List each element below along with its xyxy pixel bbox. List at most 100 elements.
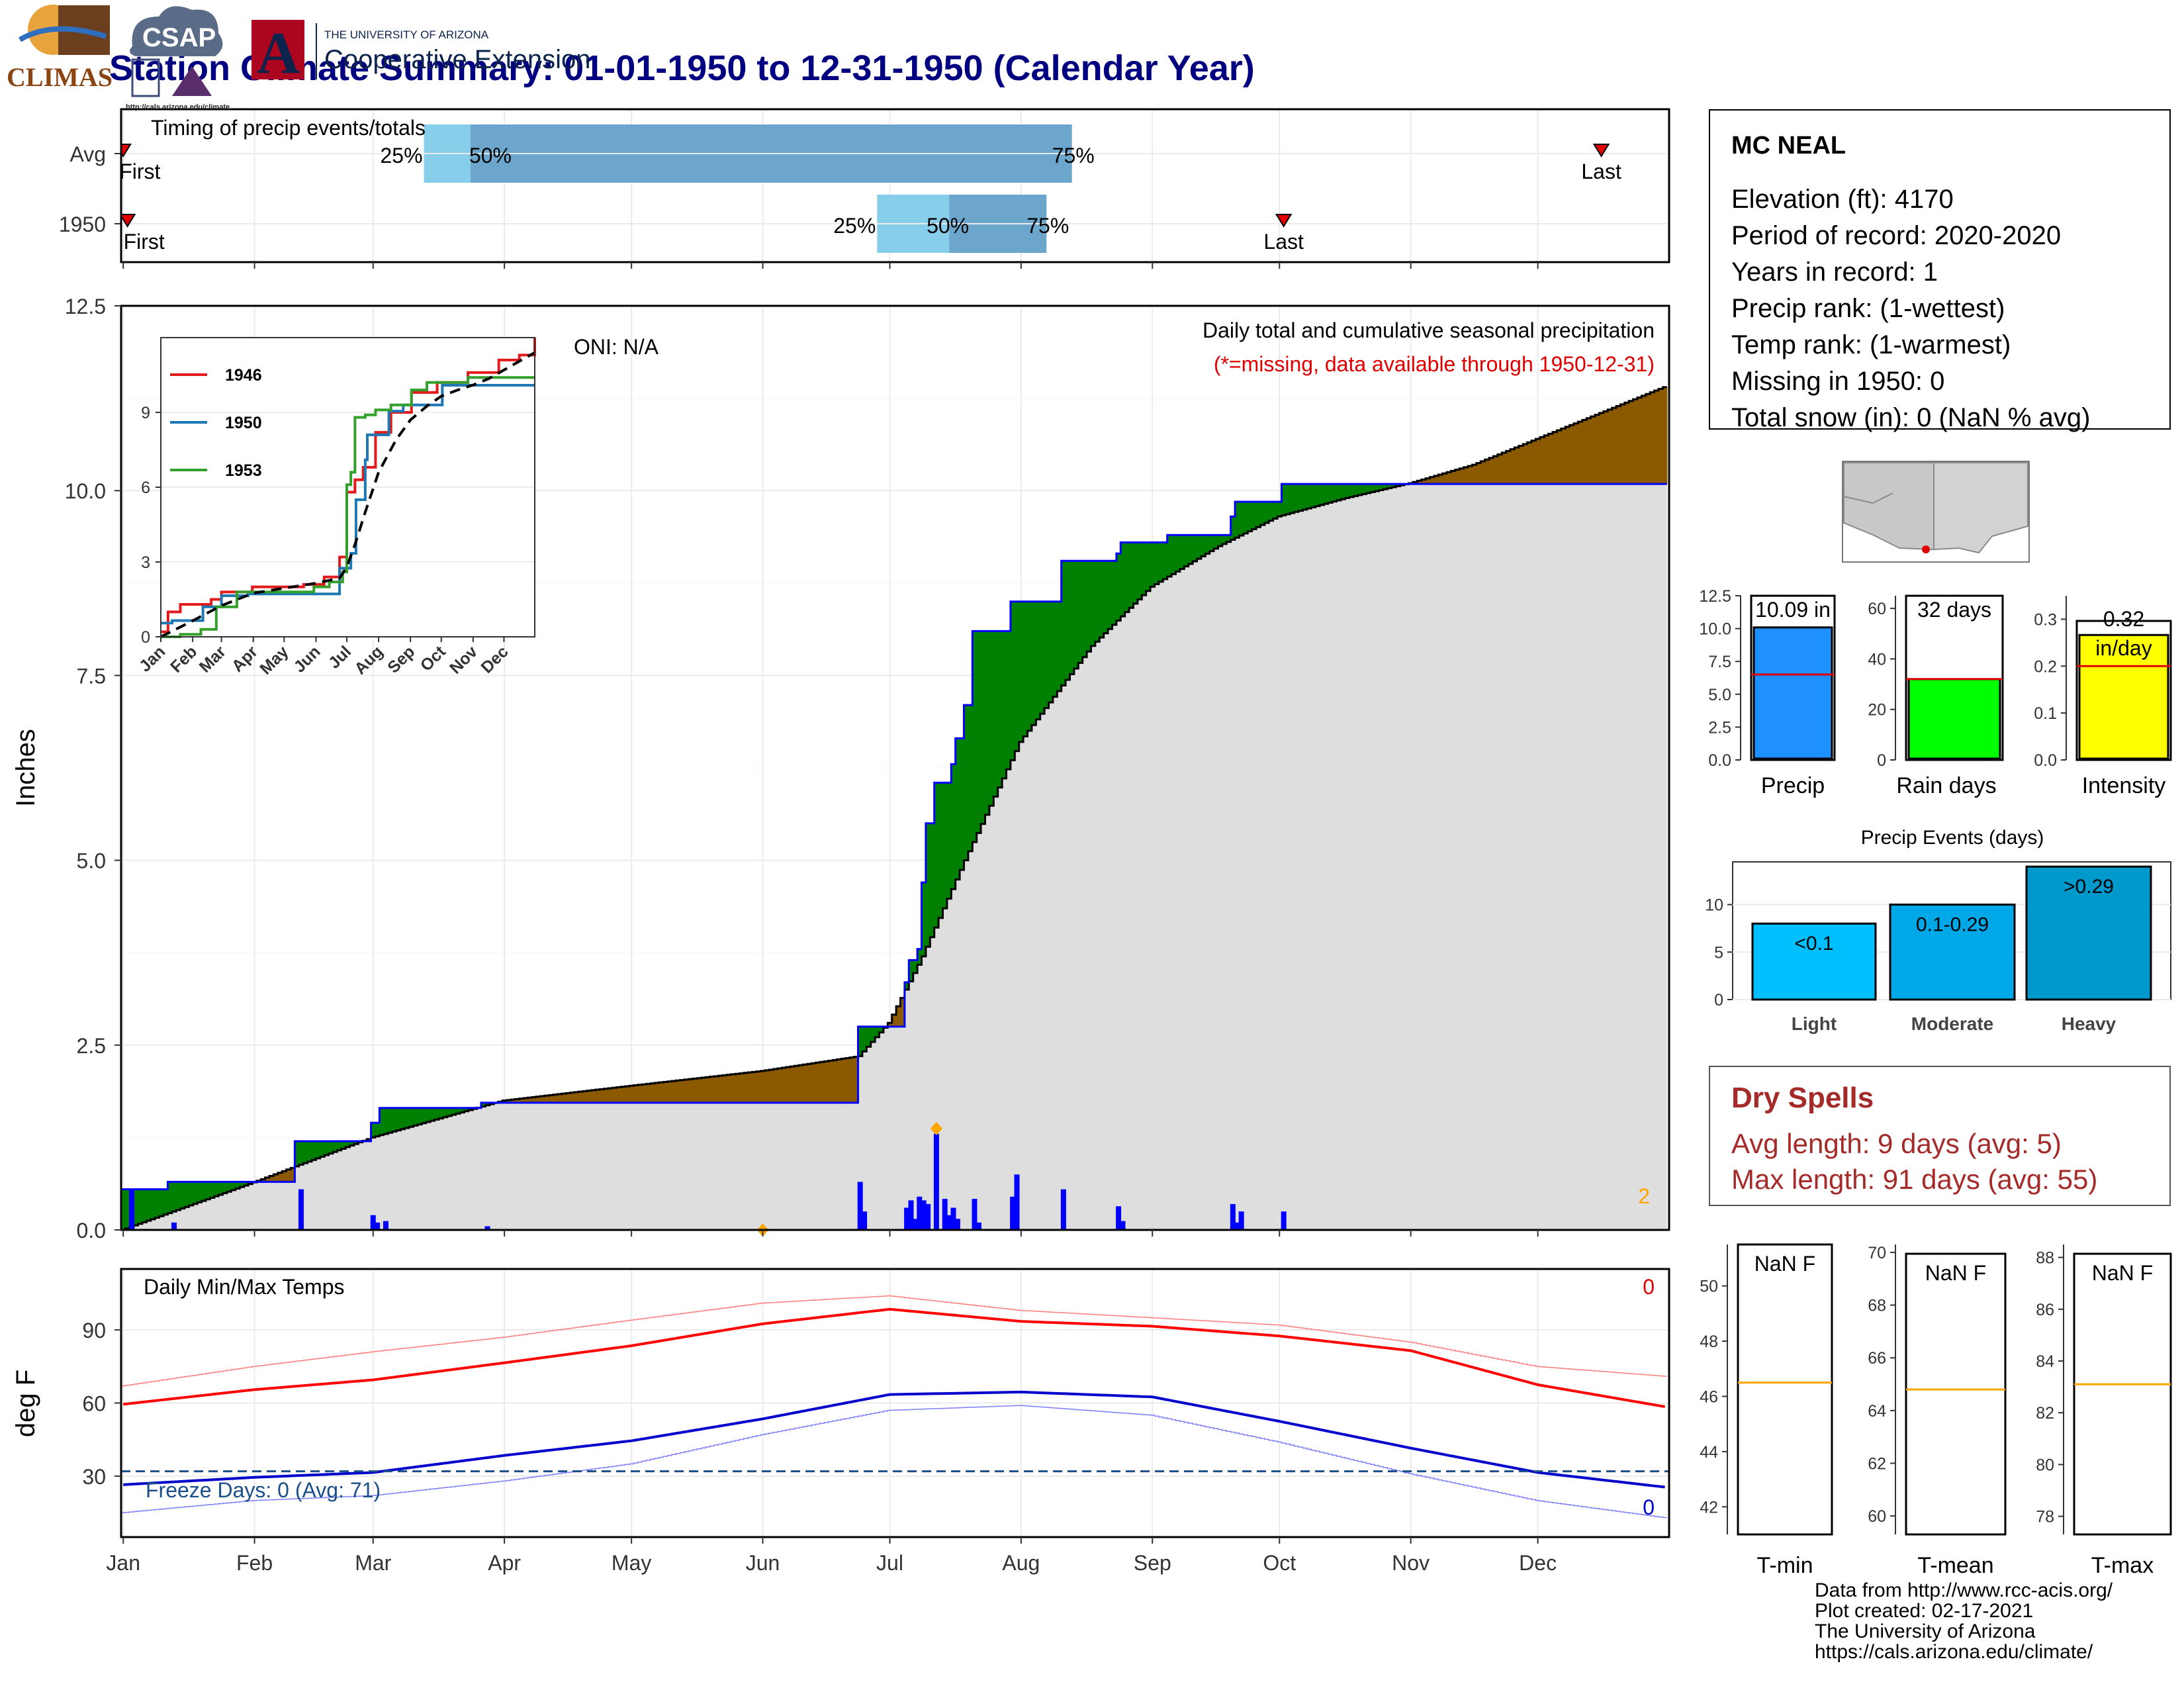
timing-label-75: 75% [1052, 144, 1095, 167]
precip-panel-subtitle: (*=missing, data available through 1950-… [1214, 352, 1655, 376]
below-average-band [523, 1098, 528, 1103]
temp-box-y-tick-label: 70 [1868, 1244, 1886, 1262]
station-line: Total snow (in): 0 (NaN % avg) [1731, 403, 2091, 432]
below-average-band [1514, 447, 1520, 485]
timing-panel-label: Timing of precip events/totals [151, 116, 426, 140]
below-average-band [764, 1070, 770, 1103]
ua-logo-mark: A [257, 21, 300, 86]
timing-plot-frame [120, 108, 1670, 263]
below-average-band [531, 1097, 537, 1103]
below-average-band [621, 1086, 626, 1103]
below-average-band [1531, 440, 1537, 485]
summary-bar-value: 0.32 [2103, 607, 2144, 631]
station-name: MC NEAL [1731, 132, 1846, 160]
summary-bar-y-tick-label: 40 [1868, 650, 1886, 669]
below-average-band [1442, 473, 1447, 485]
daily-precip-bar [128, 1189, 134, 1230]
above-average-band [1116, 553, 1121, 621]
below-average-band [1569, 425, 1574, 485]
temp-box-y-tick-label: 60 [1868, 1507, 1886, 1526]
below-average-band [676, 1080, 681, 1103]
above-average-band [214, 1182, 219, 1197]
below-average-band [1590, 416, 1596, 485]
above-average-band [960, 738, 965, 870]
above-average-band [451, 1107, 457, 1115]
below-average-band [782, 1068, 787, 1103]
precip-events-title: Precip Events (days) [1861, 827, 2044, 849]
above-average-band [324, 1141, 330, 1156]
above-average-band [1285, 484, 1291, 514]
temp-x-tick-label: Nov [1392, 1551, 1430, 1575]
below-average-band [549, 1095, 554, 1103]
below-average-band [807, 1064, 812, 1103]
above-average-band [1197, 535, 1202, 559]
above-average-band [1362, 484, 1367, 494]
temp-max-count: 0 [1643, 1275, 1655, 1299]
above-average-band [426, 1107, 431, 1122]
summary-bar-label: Precip [1761, 773, 1825, 798]
above-average-band [180, 1182, 185, 1209]
below-average-band [667, 1081, 672, 1103]
above-average-band [1222, 535, 1227, 544]
above-average-band [1379, 484, 1384, 491]
temp-box-frame [1905, 1252, 2007, 1536]
above-average-band [298, 1141, 304, 1165]
above-average-band [1201, 535, 1206, 557]
summary-bar-y-tick-label: 12.5 [1699, 587, 1731, 606]
temp-x-tick-label: Oct [1263, 1551, 1296, 1575]
below-average-band [1637, 397, 1643, 485]
above-average-band [328, 1141, 334, 1154]
below-average-band [1586, 418, 1592, 485]
below-average-band [769, 1069, 774, 1103]
above-average-band [218, 1182, 224, 1195]
above-average-band [1357, 484, 1363, 495]
below-average-band [786, 1067, 791, 1103]
dry-spells-avg: Avg length: 9 days (avg: 5) [1731, 1128, 2062, 1159]
above-average-band [205, 1182, 210, 1199]
above-average-band [1302, 484, 1308, 510]
below-average-band [604, 1088, 609, 1103]
above-average-band [1370, 484, 1375, 492]
below-average-band [900, 998, 905, 1027]
above-average-band [1103, 561, 1109, 633]
below-average-band [502, 1100, 507, 1103]
below-average-band [739, 1073, 745, 1103]
summary-bar-y-tick-label: 60 [1868, 600, 1886, 618]
last-event-marker [1592, 144, 1610, 158]
above-average-band [443, 1107, 448, 1117]
credits: Data from http://www.rcc-acis.org/ Plot … [1815, 1580, 2113, 1662]
above-average-band [193, 1182, 198, 1204]
above-average-band [870, 1026, 876, 1043]
above-average-band [307, 1141, 312, 1162]
temp-y-axis-label: deg F [11, 1370, 40, 1437]
precip-event-category: Light [1792, 1013, 1837, 1034]
temp-x-tick-label: Jan [106, 1551, 140, 1575]
temp-box-y-tick-label: 50 [1700, 1278, 1718, 1296]
daily-precip-bar [917, 1196, 923, 1230]
summary-bar-fill [1907, 678, 2001, 760]
inset-legend-label: 1953 [225, 461, 262, 480]
below-average-band [1578, 421, 1583, 485]
precip-event-bar-label: <0.1 [1794, 933, 1833, 955]
above-average-band [1069, 561, 1075, 675]
below-average-band [794, 1066, 799, 1103]
below-average-band [743, 1072, 749, 1103]
above-average-band [480, 1102, 486, 1107]
above-average-band [447, 1107, 452, 1116]
below-average-band [1417, 481, 1422, 485]
above-average-band [231, 1182, 236, 1190]
above-average-band [332, 1141, 338, 1152]
above-average-band [1010, 601, 1015, 761]
below-average-band [1489, 457, 1494, 485]
temp-box-y-tick-label: 46 [1700, 1387, 1718, 1406]
inset-y-tick-label: 3 [141, 553, 150, 572]
above-average-band [993, 631, 999, 797]
above-average-band [311, 1141, 316, 1160]
above-average-band [1324, 484, 1329, 504]
precip-event-bar-label: >0.29 [2064, 876, 2114, 898]
daily-precip-bar [370, 1215, 376, 1230]
station-line: Years in record: 1 [1731, 258, 1938, 287]
timing-label-75: 75% [1026, 214, 1069, 238]
below-average-band [1523, 444, 1528, 485]
map-border [1843, 492, 1893, 504]
